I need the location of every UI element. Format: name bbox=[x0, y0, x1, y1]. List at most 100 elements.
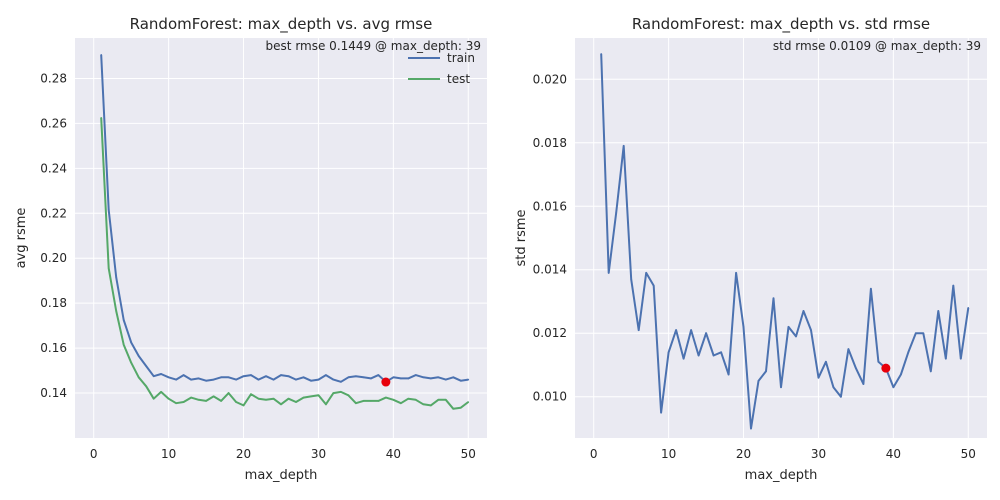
y-tick-label: 0.16 bbox=[40, 341, 67, 355]
data-point bbox=[362, 376, 365, 379]
data-point bbox=[459, 379, 462, 382]
data-point bbox=[392, 398, 395, 401]
data-point bbox=[167, 376, 170, 379]
data-point bbox=[235, 378, 237, 381]
x-tick-label: 10 bbox=[161, 447, 176, 461]
data-point bbox=[437, 376, 440, 379]
data-point bbox=[227, 376, 230, 379]
data-point bbox=[197, 377, 200, 380]
data-point bbox=[152, 397, 155, 400]
data-point bbox=[697, 354, 700, 357]
data-point bbox=[325, 374, 327, 376]
y-tick-label: 0.010 bbox=[533, 390, 567, 404]
legend-label: train bbox=[447, 51, 475, 65]
y-tick-label: 0.012 bbox=[533, 326, 567, 340]
data-point bbox=[122, 319, 125, 321]
series-line-test bbox=[100, 117, 469, 410]
data-point bbox=[825, 361, 827, 363]
data-point bbox=[212, 395, 215, 398]
data-point bbox=[317, 394, 320, 397]
data-point bbox=[257, 397, 260, 400]
data-point bbox=[757, 380, 760, 382]
data-point bbox=[810, 329, 812, 331]
data-point bbox=[272, 378, 275, 381]
data-point bbox=[600, 53, 603, 55]
data-point bbox=[182, 374, 185, 376]
data-point bbox=[310, 395, 312, 398]
data-point bbox=[959, 357, 962, 360]
data-point bbox=[400, 402, 402, 404]
data-point bbox=[265, 375, 267, 378]
data-point bbox=[280, 374, 282, 376]
data-point bbox=[937, 310, 940, 312]
data-point bbox=[407, 397, 410, 400]
data-point bbox=[847, 348, 850, 350]
data-point bbox=[817, 376, 820, 379]
data-point bbox=[175, 402, 177, 404]
data-point bbox=[922, 332, 925, 335]
data-point bbox=[302, 396, 305, 399]
data-point bbox=[205, 379, 207, 382]
data-point bbox=[667, 351, 670, 354]
data-point bbox=[430, 404, 432, 407]
y-tick-label: 0.018 bbox=[533, 136, 567, 150]
data-point bbox=[115, 310, 117, 312]
data-point bbox=[355, 375, 357, 378]
data-point bbox=[445, 398, 447, 401]
data-point bbox=[645, 272, 647, 274]
data-point bbox=[615, 211, 617, 214]
data-point bbox=[362, 400, 365, 402]
x-tick-label: 40 bbox=[386, 447, 401, 461]
chart-title: RandomForest: max_depth vs. std rmse bbox=[632, 15, 930, 34]
data-point bbox=[415, 374, 417, 376]
data-point bbox=[652, 284, 655, 287]
y-tick-label: 0.26 bbox=[40, 116, 67, 130]
data-point bbox=[967, 307, 970, 309]
data-point bbox=[840, 395, 842, 398]
data-point bbox=[870, 287, 872, 290]
x-tick-label: 10 bbox=[661, 447, 676, 461]
data-point bbox=[152, 375, 155, 378]
data-point bbox=[182, 401, 185, 403]
data-point bbox=[190, 378, 192, 381]
y-tick-label: 0.18 bbox=[40, 296, 67, 310]
data-point bbox=[712, 354, 715, 357]
series-line-series-0 bbox=[600, 53, 970, 430]
plot-area bbox=[575, 38, 987, 438]
data-point bbox=[370, 377, 372, 380]
data-point bbox=[430, 377, 432, 380]
data-point bbox=[347, 376, 350, 379]
data-point bbox=[220, 376, 222, 379]
y-axis-label: avg rsme bbox=[14, 208, 29, 269]
y-tick-label: 0.014 bbox=[533, 263, 567, 277]
data-point bbox=[660, 411, 662, 414]
data-point bbox=[787, 326, 790, 328]
data-point bbox=[287, 397, 290, 400]
data-point bbox=[907, 351, 910, 354]
x-tick-label: 0 bbox=[90, 447, 98, 461]
data-point bbox=[250, 393, 252, 395]
data-point bbox=[407, 377, 410, 380]
y-tick-label: 0.20 bbox=[40, 251, 67, 265]
data-point bbox=[727, 373, 730, 376]
data-point bbox=[250, 374, 252, 376]
data-point bbox=[355, 402, 357, 404]
data-point bbox=[377, 374, 380, 376]
data-point bbox=[242, 404, 245, 407]
data-point bbox=[272, 397, 275, 400]
data-point bbox=[325, 403, 327, 406]
best-point-marker bbox=[881, 363, 891, 373]
data-point bbox=[205, 400, 207, 402]
x-tick-label: 30 bbox=[811, 447, 826, 461]
y-tick-label: 0.28 bbox=[40, 71, 67, 85]
series-line-train bbox=[100, 54, 469, 383]
data-point bbox=[122, 343, 125, 346]
data-point bbox=[705, 332, 707, 335]
data-point bbox=[637, 329, 640, 331]
data-point bbox=[892, 386, 895, 389]
x-axis-label: max_depth bbox=[745, 468, 818, 483]
data-point bbox=[765, 370, 767, 373]
data-point bbox=[780, 386, 782, 389]
avg-rmse-chart: 0 10 20 30 40 50 0.14 0.16 0.18 0.20 0.22 0.24 0.26 0… bbox=[14, 15, 487, 483]
